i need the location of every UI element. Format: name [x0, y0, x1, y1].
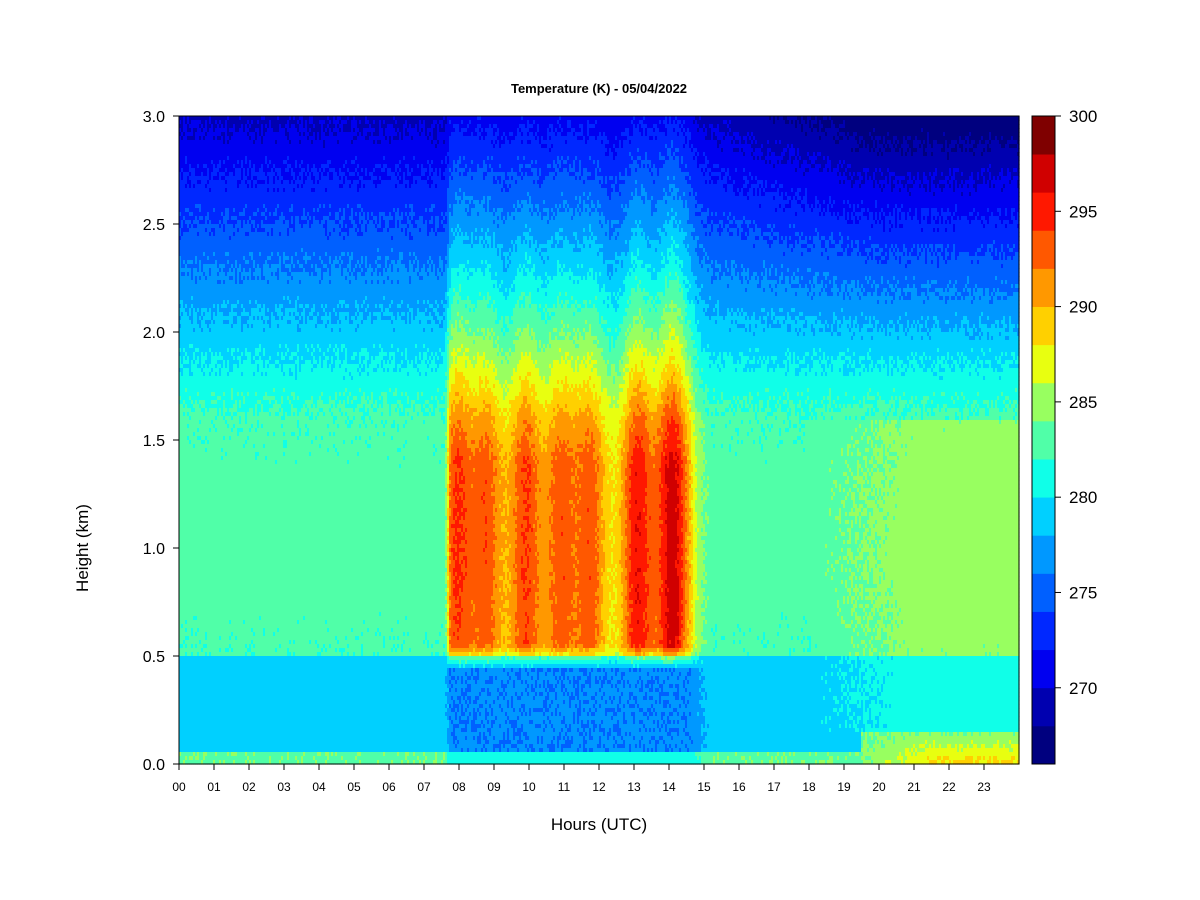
- heatmap-plot-area: [179, 116, 1020, 765]
- chart-title: Temperature (K) - 05/04/2022: [511, 81, 687, 96]
